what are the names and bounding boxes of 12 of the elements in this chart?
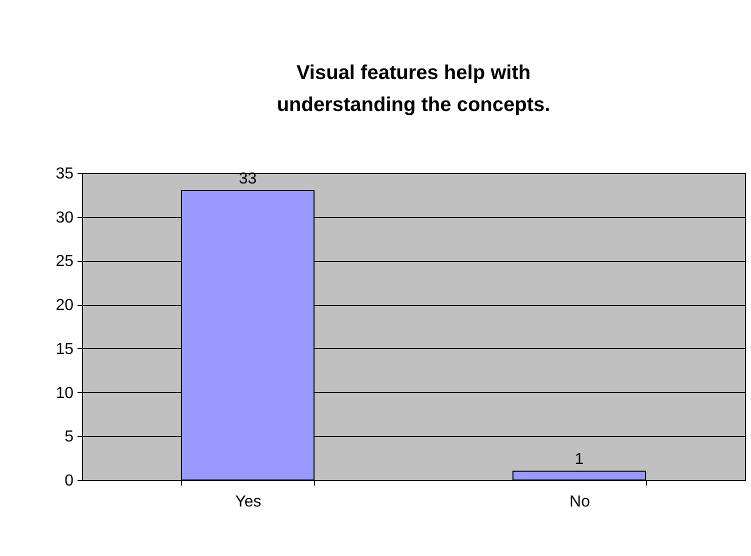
y-tick-label: 5 (64, 428, 74, 446)
x-tick-label: Yes (235, 494, 262, 510)
y-tick-label: 25 (56, 253, 74, 270)
y-tick-label: 35 (56, 166, 74, 182)
y-tick-label: 0 (64, 472, 74, 490)
chart-title: Visual features help with understanding the concepts. (276, 62, 550, 116)
y-tick-label: 20 (56, 297, 74, 314)
data-label: 1 (574, 451, 584, 468)
y-tick-label: 30 (56, 209, 74, 226)
y-tick-label: 15 (56, 340, 74, 358)
y-tick-label: 10 (56, 384, 74, 402)
x-tick-label: No (570, 494, 590, 510)
